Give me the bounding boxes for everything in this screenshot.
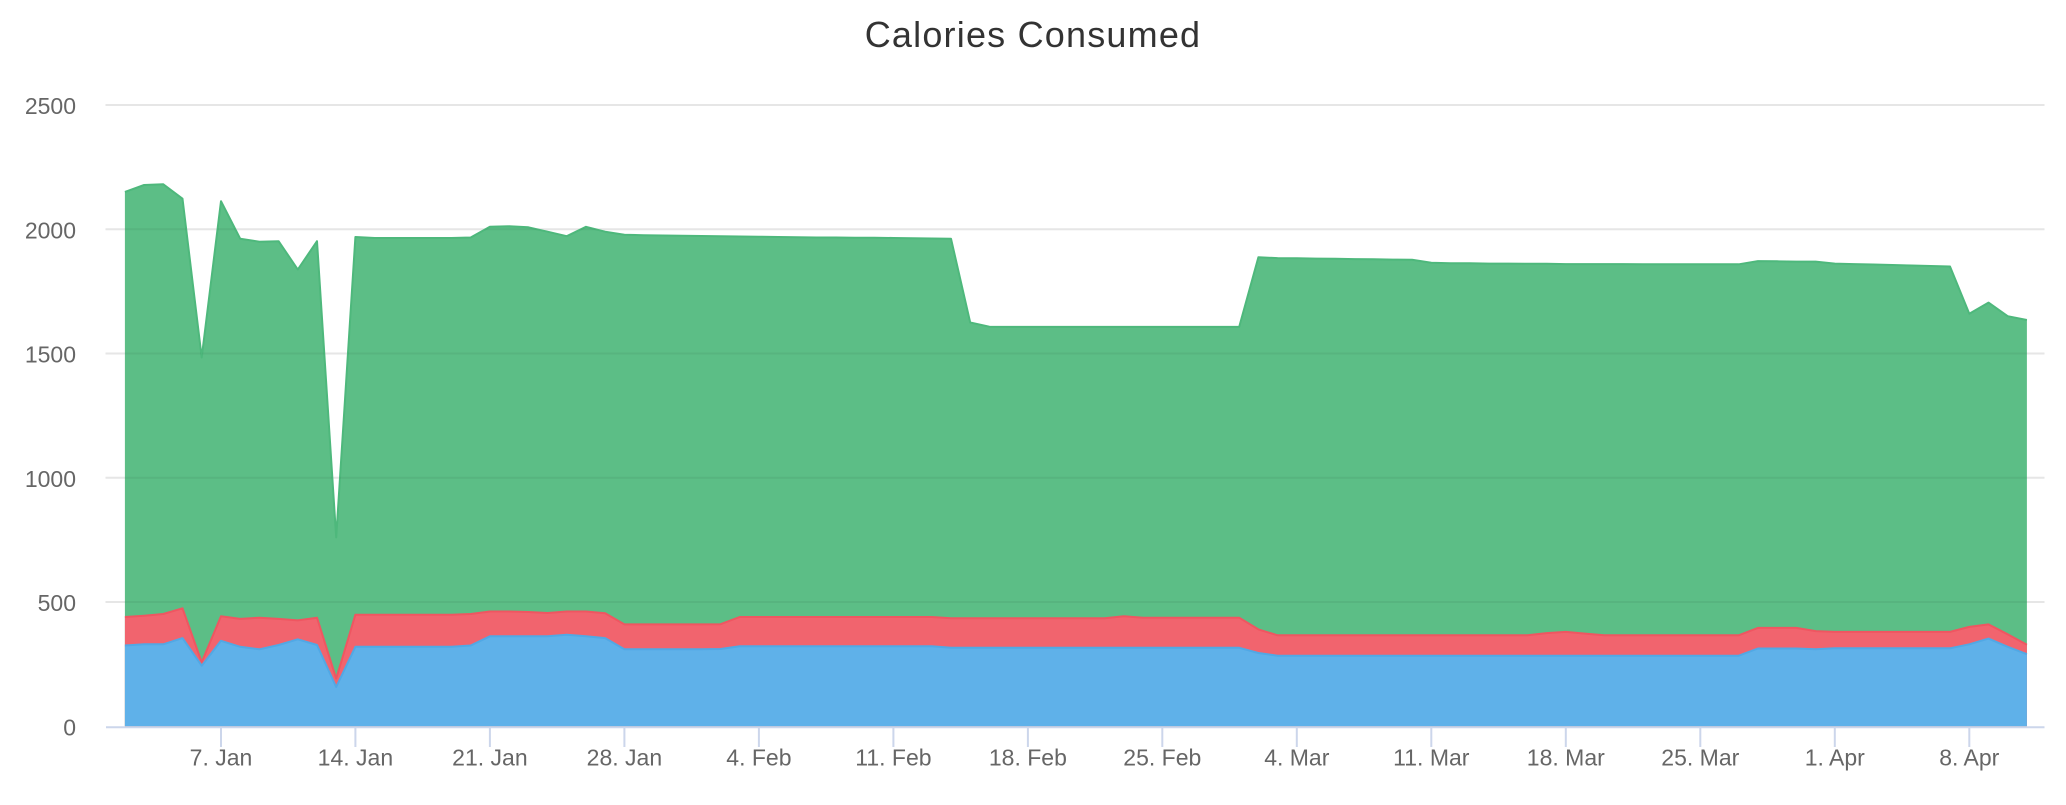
svg-text:21. Jan: 21. Jan	[452, 745, 527, 771]
svg-text:1. Apr: 1. Apr	[1805, 745, 1865, 771]
svg-text:28. Jan: 28. Jan	[587, 745, 662, 771]
svg-text:14. Jan: 14. Jan	[318, 745, 393, 771]
svg-text:18. Mar: 18. Mar	[1527, 745, 1605, 771]
svg-text:4. Feb: 4. Feb	[726, 745, 791, 771]
svg-text:25. Mar: 25. Mar	[1661, 745, 1739, 771]
svg-text:Calories Consumed: Calories Consumed	[865, 14, 1202, 55]
svg-text:11. Feb: 11. Feb	[855, 745, 931, 771]
svg-text:8. Apr: 8. Apr	[1939, 745, 1999, 771]
svg-text:1000: 1000	[25, 466, 76, 492]
svg-text:7. Jan: 7. Jan	[190, 745, 253, 771]
svg-text:11. Mar: 11. Mar	[1393, 745, 1470, 771]
svg-text:2000: 2000	[25, 217, 76, 243]
svg-text:1500: 1500	[25, 342, 76, 368]
svg-text:18. Feb: 18. Feb	[989, 745, 1067, 771]
svg-text:25. Feb: 25. Feb	[1123, 745, 1201, 771]
svg-text:4. Mar: 4. Mar	[1264, 745, 1330, 771]
svg-text:0: 0	[63, 714, 76, 740]
svg-text:2500: 2500	[25, 93, 76, 119]
svg-text:500: 500	[38, 590, 76, 616]
